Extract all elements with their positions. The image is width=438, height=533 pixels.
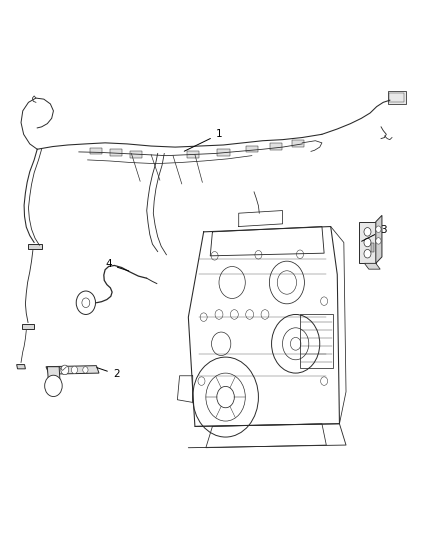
- Bar: [110, 149, 122, 156]
- Bar: [292, 140, 304, 147]
- Text: 1: 1: [184, 130, 223, 151]
- Polygon shape: [47, 367, 60, 390]
- Polygon shape: [22, 324, 34, 329]
- Bar: [270, 143, 282, 150]
- Circle shape: [364, 249, 371, 258]
- Polygon shape: [46, 366, 99, 374]
- Bar: [90, 148, 102, 154]
- Bar: [300, 314, 333, 368]
- Polygon shape: [371, 243, 374, 252]
- Circle shape: [364, 228, 371, 236]
- Text: 3: 3: [362, 225, 387, 241]
- Bar: [388, 91, 406, 104]
- Circle shape: [376, 226, 381, 232]
- Circle shape: [364, 238, 371, 247]
- Polygon shape: [364, 263, 380, 269]
- Polygon shape: [17, 365, 25, 369]
- Bar: [130, 151, 142, 158]
- Circle shape: [376, 238, 381, 244]
- Polygon shape: [376, 215, 382, 263]
- Text: 2: 2: [97, 368, 120, 379]
- Bar: [217, 149, 230, 156]
- Text: 4: 4: [105, 260, 129, 271]
- Bar: [246, 146, 258, 152]
- Circle shape: [83, 367, 88, 373]
- Bar: [389, 93, 404, 102]
- Circle shape: [71, 366, 78, 374]
- Polygon shape: [359, 222, 376, 263]
- Circle shape: [61, 365, 69, 375]
- Bar: [187, 151, 199, 158]
- Circle shape: [45, 375, 62, 397]
- Polygon shape: [28, 244, 42, 249]
